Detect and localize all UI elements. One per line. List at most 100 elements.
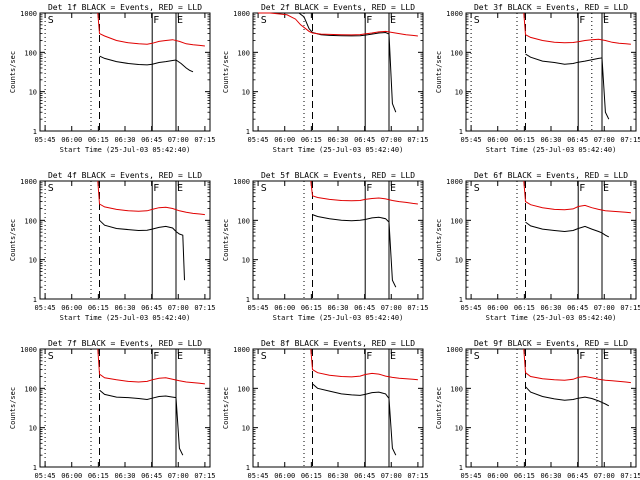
x-tick-label: 07:00 [168,304,189,312]
y-tick-label: 100 [237,385,250,393]
chart-panel-9: Det 9f BLACK = Events, RED = LLD 1 10 100 10… [435,339,640,480]
marker-label-f: F [579,183,585,194]
x-tick-label: 06:00 [61,304,82,312]
x-tick-label: 06:45 [354,472,375,480]
x-tick-label: 07:00 [594,136,615,144]
marker-label-s: S [48,15,54,26]
x-tick-label: 07:15 [407,472,428,480]
y-tick-label: 100 [24,49,37,57]
y-tick-label: 1000 [446,178,463,186]
plot-frame [39,180,211,300]
series-line-events [525,53,610,120]
y-axis-label: Counts/sec [222,219,230,261]
x-tick-label: 05:45 [248,304,269,312]
x-tick-label: 07:00 [381,472,402,480]
x-tick-label: 06:00 [487,136,508,144]
series-line-lld [258,12,418,37]
plot-frame [252,12,424,132]
marker-label-s: S [48,351,54,362]
chart-panel-3: Det 3f BLACK = Events, RED = LLD 1 10 100 10… [435,3,640,154]
x-axis-label: Start Time (25-Jul-03 05:42:40) [486,146,617,154]
y-tick-label: 1 [33,296,37,304]
marker-label-s: S [474,15,480,26]
x-tick-label: 07:00 [168,136,189,144]
y-axis-label: Counts/sec [435,51,443,93]
x-tick-label: 06:00 [274,472,295,480]
chart-title: Det 9f BLACK = Events, RED = LLD [474,339,628,348]
y-tick-label: 1 [246,464,250,472]
y-tick-label: 1000 [20,178,37,186]
series-line-lld [97,180,205,216]
series-line-lld [523,180,631,214]
x-axis-label: Start Time (25-Jul-03 05:42:40) [60,146,191,154]
x-tick-label: 07:00 [594,304,615,312]
x-tick-label: 06:45 [354,136,375,144]
y-tick-label: 1000 [20,346,37,354]
x-tick-label: 06:15 [514,304,535,312]
x-tick-label: 07:15 [407,304,428,312]
series-line-events [312,383,397,456]
y-tick-label: 1000 [233,346,250,354]
y-tick-label: 1000 [446,10,463,18]
plot-frame [39,12,211,132]
x-tick-label: 06:00 [61,136,82,144]
y-tick-label: 100 [24,385,37,393]
series-line-lld [97,12,205,47]
y-tick-label: 1 [459,128,463,136]
x-axis-label: Start Time (25-Jul-03 05:42:40) [273,146,404,154]
series-line-lld [310,180,418,205]
y-tick-label: 100 [450,385,463,393]
x-tick-label: 05:45 [248,472,269,480]
x-axis-label: Start Time (25-Jul-03 05:42:40) [273,314,404,322]
y-axis-label: Counts/sec [435,387,443,429]
marker-label-e: E [603,351,609,362]
plot-frame [252,180,424,300]
x-tick-label: 05:45 [461,136,482,144]
marker-label-f: F [366,351,372,362]
x-tick-label: 05:45 [35,472,56,480]
chart-panel-8: Det 8f BLACK = Events, RED = LLD 1 10 100 10… [222,339,428,480]
x-tick-label: 07:00 [381,304,402,312]
chart-title: Det 7f BLACK = Events, RED = LLD [48,339,202,348]
plot-frame [465,12,637,132]
marker-label-e: E [603,183,609,194]
x-tick-label: 06:00 [487,472,508,480]
marker-label-e: E [390,351,396,362]
y-tick-label: 100 [237,217,250,225]
y-axis-label: Counts/sec [222,51,230,93]
chart-panel-2: Det 2f BLACK = Events, RED = LLD 1 10 100 10… [222,3,428,154]
y-tick-label: 1 [246,296,250,304]
x-tick-label: 06:15 [88,472,109,480]
x-tick-label: 06:30 [114,304,135,312]
marker-label-s: S [474,183,480,194]
y-tick-label: 10 [29,257,37,265]
y-axis-label: Counts/sec [9,387,17,429]
y-tick-label: 10 [242,89,250,97]
plot-frame [252,348,424,468]
x-tick-label: 06:30 [327,136,348,144]
y-tick-label: 100 [450,217,463,225]
series-line-events [298,12,397,113]
y-tick-label: 1000 [233,10,250,18]
chart-panel-5: Det 5f BLACK = Events, RED = LLD 1 10 100 10… [222,171,428,322]
series-line-events [525,221,610,238]
y-tick-label: 10 [455,257,463,265]
x-tick-label: 06:15 [88,304,109,312]
y-tick-label: 1 [246,128,250,136]
x-tick-label: 06:15 [514,136,535,144]
x-tick-label: 06:00 [274,136,295,144]
chart-title: Det 5f BLACK = Events, RED = LLD [261,171,415,180]
chart-title: Det 8f BLACK = Events, RED = LLD [261,339,415,348]
y-tick-label: 1 [33,464,37,472]
x-tick-label: 06:45 [141,136,162,144]
y-tick-label: 10 [455,89,463,97]
chart-title: Det 6f BLACK = Events, RED = LLD [474,171,628,180]
marker-label-s: S [261,351,267,362]
y-tick-label: 10 [29,425,37,433]
marker-label-f: F [153,183,159,194]
plot-frame [39,348,211,468]
marker-label-f: F [579,351,585,362]
x-tick-label: 06:15 [301,136,322,144]
x-tick-label: 07:15 [194,304,215,312]
